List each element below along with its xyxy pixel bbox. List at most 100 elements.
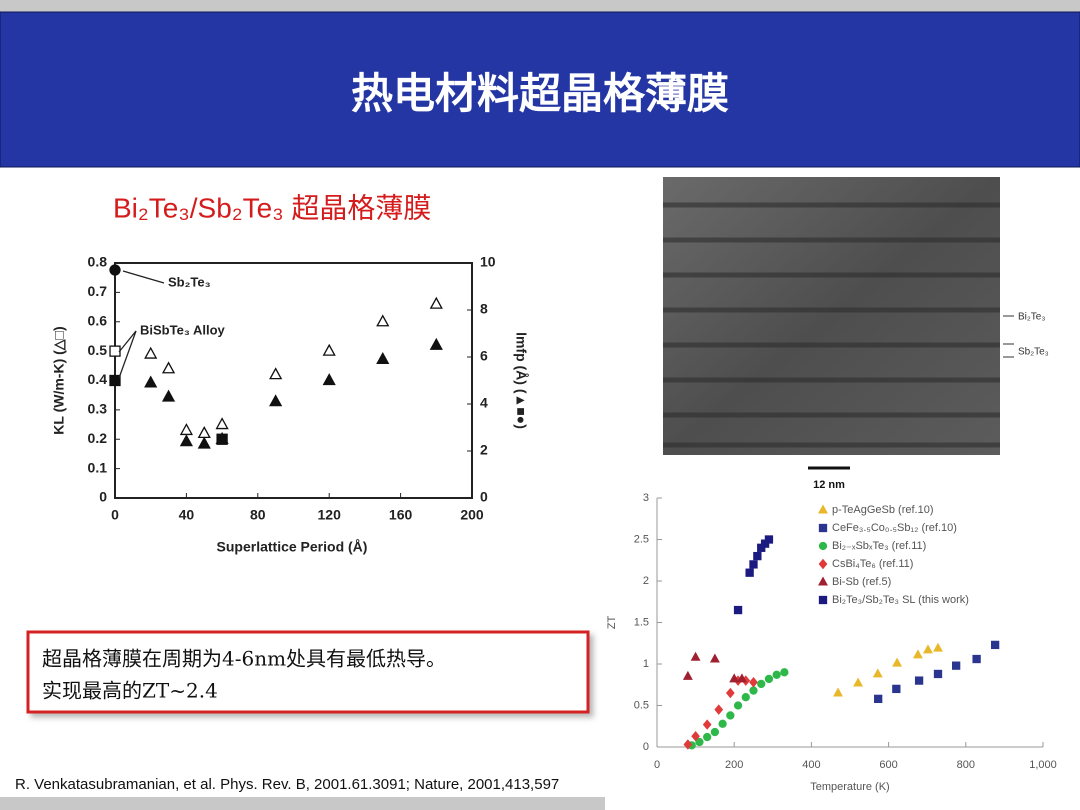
- point: [749, 677, 758, 688]
- legend-marker: [818, 595, 828, 605]
- y2-axis-label: lmfp (Å) (▲■●): [513, 332, 529, 429]
- point: [972, 654, 981, 664]
- y2-tick-label: 8: [480, 301, 488, 317]
- point: [749, 560, 758, 569]
- x-tick-label: 120: [318, 507, 342, 523]
- point: [216, 433, 228, 445]
- point: [109, 374, 121, 387]
- y-tick-label: 0.1: [88, 459, 108, 475]
- point: [322, 343, 336, 356]
- point: [718, 719, 727, 728]
- y-tick-label: 0.5: [634, 699, 649, 711]
- point: [874, 694, 883, 704]
- bottom-strip: [0, 797, 605, 810]
- annotation: BiSbTe₃ Alloy: [140, 322, 226, 337]
- x-tick-label: 0: [654, 759, 660, 771]
- x-axis-label: Temperature (K): [810, 781, 889, 793]
- point: [745, 568, 754, 577]
- x-tick-label: 600: [879, 759, 897, 771]
- point: [729, 673, 740, 683]
- y-tick-label: 0.4: [88, 371, 108, 387]
- legend-marker: [818, 504, 828, 514]
- legend-label: CsBi₄Te₆ (ref.11): [832, 558, 913, 570]
- annotation: Sb₂Te₃: [168, 274, 211, 289]
- legend-label: CeFe₃.₅Co₀.₅Sb₁₂ (ref.10): [832, 522, 957, 534]
- tem-label: Sb₂Te₃: [1018, 347, 1049, 358]
- y-tick-label: 0.2: [88, 430, 108, 446]
- legend-label: Bi₂Te₃/Sb₂Te₃ SL (this work): [832, 594, 969, 606]
- point: [872, 668, 883, 678]
- plot-frame: [114, 262, 473, 499]
- slide-title: 热电材料超晶格薄膜: [351, 69, 729, 118]
- x-tick-label: 40: [179, 507, 195, 523]
- point: [161, 389, 176, 402]
- y2-tick-label: 4: [480, 395, 488, 411]
- point: [733, 605, 743, 615]
- point: [764, 674, 774, 684]
- point: [933, 669, 943, 679]
- point: [691, 730, 700, 742]
- header-bar: [0, 11, 1080, 168]
- y2-tick-label: 0: [480, 489, 488, 505]
- legend-marker: [818, 558, 828, 570]
- point: [683, 739, 693, 750]
- x-tick-label: 200: [460, 507, 484, 523]
- chart-kl: 0 40 80 120 160 200 0 0.1 0.2 0.3 0.4 0.5 0.6 0.7 0.8 0…: [51, 254, 530, 555]
- x-tick-label: 1,000: [1029, 759, 1057, 771]
- legend-label: Bi₂₋ₓSbₓTe₃ (ref.11): [832, 540, 926, 552]
- point: [197, 426, 211, 439]
- annotation-arrow: [118, 330, 137, 379]
- x-tick-label: 800: [957, 759, 975, 771]
- point: [952, 661, 961, 670]
- point: [757, 679, 766, 689]
- y-tick-label: 0.5: [88, 342, 108, 358]
- y-tick-label: 1: [643, 658, 649, 670]
- point: [726, 711, 735, 720]
- point: [109, 264, 121, 276]
- y-tick-label: 0: [99, 489, 107, 505]
- point: [197, 436, 211, 449]
- point: [892, 684, 901, 694]
- x-tick-label: 200: [725, 759, 743, 771]
- point: [725, 687, 735, 699]
- annotation-arrow: [122, 270, 165, 284]
- point: [710, 727, 720, 737]
- tem-image: [663, 177, 1014, 470]
- point: [733, 701, 743, 710]
- y-tick-label: 0.3: [88, 401, 108, 417]
- point: [892, 657, 903, 667]
- point: [144, 375, 158, 388]
- y-tick-label: 0.6: [88, 312, 108, 328]
- y-axis-label: KL (W/m-K) (△□): [51, 326, 67, 434]
- point: [690, 651, 701, 661]
- point: [179, 434, 193, 447]
- note-box: [26, 630, 590, 714]
- top-strip: [0, 0, 1080, 12]
- point: [179, 423, 193, 436]
- y2-tick-label: 6: [480, 348, 488, 364]
- subtitle: Bi₂Te₃/Sb₂Te₃ 超晶格薄膜: [113, 192, 431, 223]
- x-tick-label: 160: [389, 507, 413, 523]
- y2-tick-label: 10: [480, 254, 496, 270]
- chart-zt: 0 200 400 600 800 1,000 0 0.5 1 1.5 2 2.5 3 Temperatu…: [606, 492, 1057, 793]
- point: [772, 670, 781, 679]
- point: [853, 677, 864, 687]
- point: [109, 345, 121, 357]
- legend-label: Bi-Sb (ref.5): [832, 576, 891, 588]
- legend-label: p-TeAgGeSb (ref.10): [832, 504, 934, 516]
- note-line: 超晶格薄膜在周期为4-6nm处具有最低热导。: [42, 647, 446, 671]
- point: [161, 361, 176, 374]
- y-tick-label: 0.8: [88, 254, 108, 270]
- point: [695, 737, 704, 747]
- y-tick-label: 2.5: [634, 533, 649, 545]
- point: [780, 668, 789, 677]
- point: [736, 673, 747, 683]
- point: [322, 373, 336, 386]
- point: [914, 676, 924, 685]
- x-tick-label: 400: [802, 759, 820, 771]
- y-tick-label: 0.7: [88, 283, 108, 299]
- point: [144, 346, 158, 359]
- point: [933, 642, 943, 652]
- y-tick-label: 1.5: [634, 616, 649, 628]
